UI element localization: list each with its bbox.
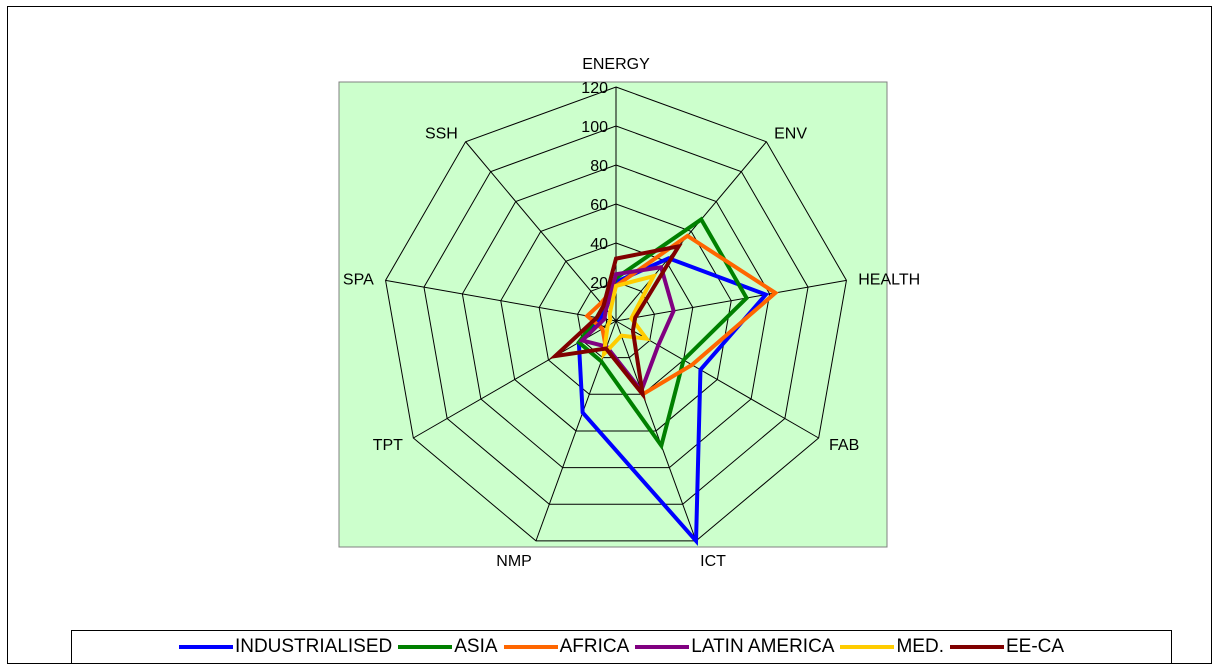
radial-tick-label: 100 [581,119,608,136]
radial-tick-label: 40 [590,236,608,253]
legend-item: LATIN AMERICA [635,636,834,658]
legend-swatch [840,645,895,649]
legend-label: MED. [896,636,944,657]
legend-label: EE-CA [1005,636,1065,657]
legend-label: ASIA [454,636,498,657]
legend-swatch [635,645,690,649]
legend-label: INDUSTRIALISED [234,636,393,657]
legend-item: MED. [840,636,944,658]
grid-spoke [465,141,617,322]
axis-label-ssh: SSH [425,126,458,143]
grid-ring [538,242,694,395]
radial-tick-label: 60 [590,197,608,214]
legend-swatch [398,645,453,649]
legend-swatch [949,645,1004,649]
series-ee-ca [549,243,683,402]
radar-chart: 020406080100120ENERGYENVHEALTHFABICTNMPT… [338,56,920,570]
radial-tick-label: 20 [590,275,608,292]
plot-area [338,81,888,548]
grid-ring [423,125,809,505]
legend-item: ASIA [398,636,498,658]
grid-spoke [615,320,697,542]
legend-swatch [178,645,233,649]
legend-item: EE-CA [949,636,1065,658]
legend-item: INDUSTRIALISED [178,636,393,658]
grid-spoke [615,279,847,322]
grid-spoke [615,141,767,322]
legend-item: AFRICA [503,636,630,658]
grid-ring [385,86,847,542]
axis-label-env: ENV [774,126,807,143]
chart-frame: 0 20 40 60 80 100 120 ENERGY ENV HEALTH FAB ICT NMP T… [7,6,1212,664]
axis-label-nmp: NMP [496,553,532,570]
radial-tick-label: 120 [581,80,608,97]
grid-spoke [385,279,617,322]
series-med [601,273,658,360]
legend-label: LATIN AMERICA [691,636,835,657]
axis-label-ict: ICT [700,553,726,570]
axis-label-energy: ENERGY [582,56,650,73]
axis-label-health: HEALTH [858,271,920,288]
legend-swatch [503,645,558,649]
grid-ring [461,164,771,469]
axis-label-tpt: TPT [373,437,403,454]
axis-label-fab: FAB [829,437,859,454]
legend-label: AFRICA [559,636,630,657]
radial-tick-label: 80 [590,158,608,175]
grid-ring [500,203,732,432]
legend: INDUSTRIALISED ASIA AFRICA LATIN AMERICA MED… [71,630,1172,664]
axis-label-spa: SPA [343,271,374,288]
